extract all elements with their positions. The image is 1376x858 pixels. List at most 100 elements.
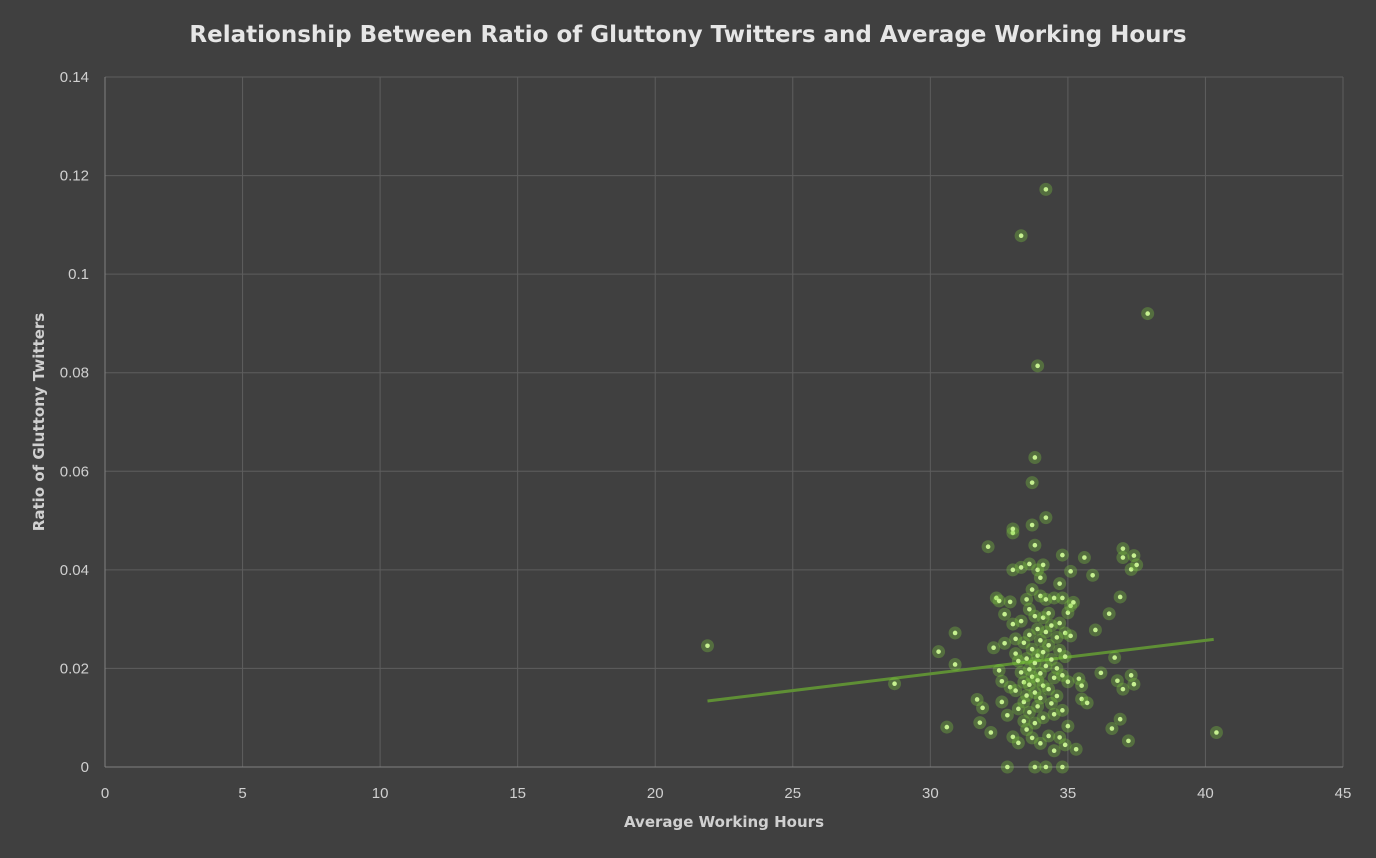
data-point — [1003, 595, 1017, 609]
data-point — [1009, 632, 1023, 646]
data-point — [1209, 726, 1223, 739]
data-point — [1047, 744, 1061, 758]
data-point — [1050, 689, 1064, 703]
data-point — [1072, 672, 1086, 686]
data-point — [1028, 609, 1042, 623]
data-point — [1050, 661, 1064, 675]
data-point — [1116, 542, 1130, 556]
x-tick-label: 30 — [922, 785, 939, 802]
data-point — [1028, 538, 1042, 552]
x-tick-label: 40 — [1197, 785, 1214, 802]
data-point — [1110, 674, 1124, 688]
data-point — [1020, 689, 1034, 703]
data-point — [1047, 591, 1061, 605]
data-point — [948, 626, 962, 640]
data-point — [1025, 518, 1039, 532]
data-point — [1033, 666, 1047, 680]
data-point — [1058, 650, 1072, 664]
data-point — [1113, 712, 1127, 726]
data-point — [1025, 583, 1039, 597]
data-point — [932, 645, 946, 659]
data-point — [1009, 684, 1023, 698]
data-point — [1047, 671, 1061, 685]
data-point — [1039, 659, 1053, 673]
data-point — [1014, 560, 1028, 574]
data-point — [1017, 714, 1031, 728]
data-point — [1039, 511, 1053, 525]
trendline — [707, 637, 1214, 703]
data-point — [1127, 677, 1141, 691]
data-point — [1033, 736, 1047, 750]
data-point — [1064, 564, 1078, 578]
data-point — [1028, 716, 1042, 730]
data-point — [1105, 722, 1119, 736]
data-point — [992, 663, 1006, 677]
gridlines — [104, 76, 1344, 768]
data-point — [1006, 522, 1020, 536]
y-tick-label: 0.08 — [60, 365, 89, 382]
data-point — [973, 716, 987, 730]
data-point — [1006, 563, 1020, 577]
data-point — [992, 594, 1006, 608]
data-point — [1053, 730, 1067, 744]
data-point — [1028, 686, 1042, 700]
data-point — [1028, 656, 1042, 670]
data-point — [1006, 617, 1020, 631]
data-point — [1141, 307, 1155, 321]
data-point — [1011, 654, 1025, 668]
data-point — [1061, 719, 1075, 733]
y-tick-label: 0 — [81, 759, 89, 776]
data-point — [984, 726, 998, 739]
data-point — [1108, 651, 1122, 665]
data-point — [1077, 551, 1091, 565]
data-point — [1000, 708, 1014, 722]
data-point — [1022, 602, 1036, 616]
data-point — [1116, 682, 1130, 696]
data-point — [1036, 711, 1050, 725]
data-point — [1130, 558, 1144, 572]
x-tick-label: 25 — [784, 785, 801, 802]
data-point — [1036, 558, 1050, 572]
data-point — [1025, 731, 1039, 745]
x-axis-title: Average Working Hours — [624, 813, 824, 831]
x-tick-label: 20 — [647, 785, 664, 802]
data-point — [1033, 571, 1047, 585]
data-point — [995, 695, 1009, 709]
data-point — [1017, 695, 1031, 709]
x-tick-label: 15 — [509, 785, 526, 802]
data-point — [1020, 592, 1034, 606]
data-point — [1006, 730, 1020, 744]
data-point — [1011, 736, 1025, 750]
x-tick-label: 10 — [372, 785, 389, 802]
data-point — [1022, 662, 1036, 676]
data-point — [1053, 616, 1067, 630]
data-point — [1022, 628, 1036, 642]
data-point — [1039, 592, 1053, 606]
data-point — [1047, 707, 1061, 721]
data-point — [1124, 668, 1138, 682]
data-point — [1116, 551, 1130, 565]
data-point — [888, 677, 902, 691]
data-point — [1031, 699, 1045, 713]
data-point — [1028, 450, 1042, 464]
data-point — [1113, 590, 1127, 604]
x-tick-label: 45 — [1335, 785, 1352, 802]
data-point — [1039, 182, 1053, 196]
data-point — [1039, 760, 1053, 774]
y-tick-label: 0.04 — [60, 562, 89, 579]
data-point — [1009, 647, 1023, 661]
data-point — [1086, 568, 1100, 582]
tick-labels: 0 5 10 15 20 25 30 35 40 45 0 0.02 0.04 0.06 0.08 0.1 0.… — [60, 69, 1352, 802]
data-point — [1020, 723, 1034, 737]
data-point — [1055, 668, 1069, 682]
data-point — [1055, 760, 1069, 774]
data-point — [1044, 653, 1058, 667]
data-point — [1058, 738, 1072, 752]
data-point — [1022, 557, 1036, 571]
data-point — [998, 636, 1012, 650]
chart-title: Relationship Between Ratio of Gluttony T… — [189, 22, 1186, 48]
data-point — [948, 657, 962, 671]
data-point — [1006, 526, 1020, 540]
data-point — [1124, 562, 1138, 576]
